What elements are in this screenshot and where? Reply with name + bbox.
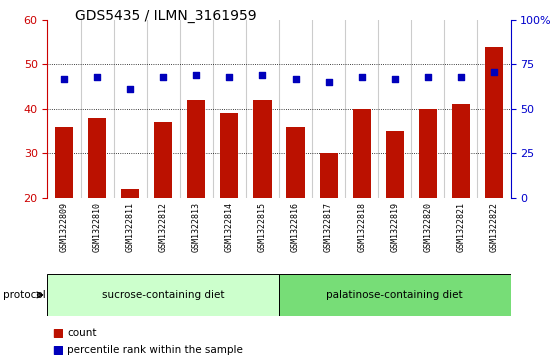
Bar xyxy=(220,113,238,198)
Text: GSM1322820: GSM1322820 xyxy=(424,202,432,252)
Bar xyxy=(279,274,511,316)
Bar xyxy=(55,127,73,198)
Bar xyxy=(121,189,140,198)
Point xyxy=(390,76,399,82)
Bar xyxy=(54,346,62,354)
Text: protocol: protocol xyxy=(3,290,46,300)
Bar xyxy=(320,153,338,198)
Bar xyxy=(88,118,106,198)
Text: palatinose-containing diet: palatinose-containing diet xyxy=(326,290,463,300)
Bar xyxy=(187,100,205,198)
Text: GSM1322811: GSM1322811 xyxy=(126,202,134,252)
Text: GSM1322809: GSM1322809 xyxy=(60,202,69,252)
Bar xyxy=(452,105,470,198)
Text: GSM1322812: GSM1322812 xyxy=(158,202,168,252)
Bar xyxy=(418,109,437,198)
Point xyxy=(225,74,234,80)
Text: percentile rank within the sample: percentile rank within the sample xyxy=(67,345,243,355)
Point xyxy=(93,74,102,80)
Text: GSM1322822: GSM1322822 xyxy=(489,202,498,252)
Text: GDS5435 / ILMN_3161959: GDS5435 / ILMN_3161959 xyxy=(75,9,257,23)
Point xyxy=(324,79,333,85)
Text: GSM1322817: GSM1322817 xyxy=(324,202,333,252)
Bar xyxy=(47,274,279,316)
Text: GSM1322821: GSM1322821 xyxy=(456,202,465,252)
Text: GSM1322816: GSM1322816 xyxy=(291,202,300,252)
Text: GSM1322819: GSM1322819 xyxy=(390,202,400,252)
Point xyxy=(192,72,201,78)
Text: sucrose-containing diet: sucrose-containing diet xyxy=(102,290,224,300)
Bar xyxy=(154,122,172,198)
Text: GSM1322818: GSM1322818 xyxy=(357,202,366,252)
Point xyxy=(291,76,300,82)
Point xyxy=(357,74,366,80)
Point xyxy=(489,69,498,74)
Bar xyxy=(286,127,305,198)
Point xyxy=(258,72,267,78)
Point xyxy=(158,74,167,80)
Bar xyxy=(485,46,503,198)
Point xyxy=(424,74,432,80)
Text: GSM1322815: GSM1322815 xyxy=(258,202,267,252)
Text: GSM1322814: GSM1322814 xyxy=(225,202,234,252)
Point xyxy=(60,76,69,82)
Bar xyxy=(54,330,62,337)
Bar xyxy=(386,131,404,198)
Text: GSM1322810: GSM1322810 xyxy=(93,202,102,252)
Text: count: count xyxy=(67,328,97,338)
Point xyxy=(456,74,465,80)
Text: GSM1322813: GSM1322813 xyxy=(192,202,201,252)
Bar xyxy=(353,109,371,198)
Bar xyxy=(253,100,272,198)
Point xyxy=(126,86,134,92)
